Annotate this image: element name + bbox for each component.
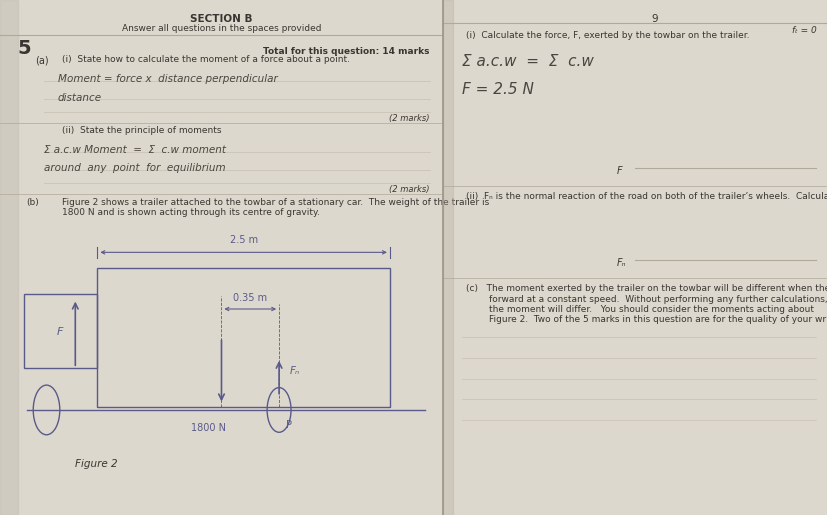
Text: (2 marks): (2 marks) (389, 114, 429, 123)
Text: Figure 2.  Two of the 5 marks in this question are for the quality of your writt: Figure 2. Two of the 5 marks in this que… (489, 315, 827, 324)
Text: Total for this question: 14 marks: Total for this question: 14 marks (263, 47, 429, 56)
Text: around  any  point  for  equilibrium: around any point for equilibrium (45, 163, 226, 173)
Text: (ii)  State the principle of moments: (ii) State the principle of moments (62, 126, 222, 134)
Bar (24, 294, 98, 368)
Text: (i)  Calculate the force, F, exerted by the towbar on the trailer.: (i) Calculate the force, F, exerted by t… (466, 31, 748, 40)
Text: forward at a constant speed.  Without performing any further calculations, state: forward at a constant speed. Without per… (489, 295, 827, 303)
Text: 0.35 m: 0.35 m (233, 293, 267, 303)
Text: SECTION B: SECTION B (190, 14, 252, 24)
Text: distance: distance (58, 93, 102, 102)
Bar (98, 268, 390, 407)
Text: 2.5 m: 2.5 m (229, 235, 257, 245)
Text: F = 2.5 N: F = 2.5 N (461, 82, 533, 97)
Text: Fₙ: Fₙ (289, 366, 300, 376)
Text: 5: 5 (17, 39, 31, 58)
Text: (ii)  Fₙ is the normal reaction of the road on both of the trailer’s wheels.  Ca: (ii) Fₙ is the normal reaction of the ro… (466, 192, 827, 201)
Text: (2 marks): (2 marks) (389, 185, 429, 194)
Text: fₜ = 0: fₜ = 0 (791, 26, 815, 35)
Text: 1800 N and is shown acting through its centre of gravity.: 1800 N and is shown acting through its c… (62, 208, 319, 217)
Text: Figure 2 shows a trailer attached to the towbar of a stationary car.  The weight: Figure 2 shows a trailer attached to the… (62, 198, 489, 207)
Text: (i)  State how to calculate the moment of a force about a point.: (i) State how to calculate the moment of… (62, 55, 350, 64)
Text: 9: 9 (651, 14, 657, 24)
Text: Σ a.c.w Moment  =  Σ  c.w moment: Σ a.c.w Moment = Σ c.w moment (45, 145, 226, 155)
Text: P: P (285, 420, 291, 430)
Text: Answer all questions in the spaces provided: Answer all questions in the spaces provi… (122, 24, 321, 33)
Text: the moment will differ.   You should consider the moments acting about: the moment will differ. You should consi… (489, 305, 813, 314)
Text: 1800 N: 1800 N (190, 423, 226, 433)
Text: Σ a.c.w  =  Σ  c.w: Σ a.c.w = Σ c.w (461, 54, 594, 69)
Text: (c)   The moment exerted by the trailer on the towbar will be different when the: (c) The moment exerted by the trailer on… (466, 284, 827, 293)
Text: (a): (a) (36, 55, 49, 65)
Text: Moment = force x  distance perpendicular: Moment = force x distance perpendicular (58, 74, 277, 84)
Text: Fₙ: Fₙ (615, 258, 625, 267)
Text: F: F (56, 327, 63, 337)
Text: (b): (b) (26, 198, 39, 207)
Text: F: F (615, 166, 621, 176)
Text: Figure 2: Figure 2 (75, 459, 117, 469)
